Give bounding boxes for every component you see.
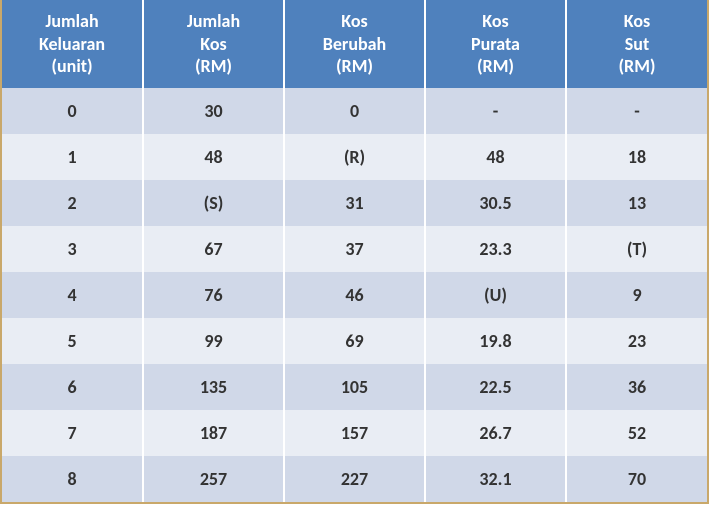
table-row: 0300-- [2, 88, 707, 134]
table-cell: 3 [2, 226, 143, 272]
table-cell: 2 [2, 180, 143, 226]
header-text: Kos [573, 10, 701, 33]
table-cell: 227 [284, 456, 425, 502]
table-row: 825722732.170 [2, 456, 707, 502]
table-cell: 37 [284, 226, 425, 272]
table-row: 718715726.752 [2, 410, 707, 456]
header-text: Keluaran [8, 33, 136, 56]
header-text: Berubah [291, 33, 418, 56]
table-cell: 0 [284, 88, 425, 134]
table-cell: 257 [143, 456, 284, 502]
table-row: 3673723.3(T) [2, 226, 707, 272]
table-cell: 36 [566, 364, 707, 410]
table-cell: - [425, 88, 566, 134]
table-cell: (T) [566, 226, 707, 272]
cost-table-container: Jumlah Keluaran (unit) Jumlah Kos (RM) K… [0, 0, 709, 504]
table-cell: 32.1 [425, 456, 566, 502]
table-cell: 46 [284, 272, 425, 318]
header-text: Kos [432, 10, 559, 33]
table-cell: 7 [2, 410, 143, 456]
header-text: (RM) [150, 55, 277, 78]
header-text: Jumlah [150, 10, 277, 33]
header-text: (RM) [432, 55, 559, 78]
table-cell: 23.3 [425, 226, 566, 272]
table-cell: 105 [284, 364, 425, 410]
table-cell: - [566, 88, 707, 134]
header-text: Purata [432, 33, 559, 56]
table-cell: 23 [566, 318, 707, 364]
table-cell: 30.5 [425, 180, 566, 226]
table-row: 47646(U)9 [2, 272, 707, 318]
header-text: Jumlah [8, 10, 136, 33]
table-cell: 5 [2, 318, 143, 364]
table-cell: (U) [425, 272, 566, 318]
table-cell: 18 [566, 134, 707, 180]
table-cell: (S) [143, 180, 284, 226]
table-cell: 48 [425, 134, 566, 180]
table-cell: 157 [284, 410, 425, 456]
table-cell: 31 [284, 180, 425, 226]
table-cell: 6 [2, 364, 143, 410]
table-cell: 22.5 [425, 364, 566, 410]
table-cell: 30 [143, 88, 284, 134]
col-header-jumlah-keluaran: Jumlah Keluaran (unit) [2, 0, 143, 88]
table-cell: 1 [2, 134, 143, 180]
table-cell: 67 [143, 226, 284, 272]
cost-table: Jumlah Keluaran (unit) Jumlah Kos (RM) K… [2, 0, 707, 502]
col-header-jumlah-kos: Jumlah Kos (RM) [143, 0, 284, 88]
table-cell: 69 [284, 318, 425, 364]
table-cell: 19.8 [425, 318, 566, 364]
table-cell: 99 [143, 318, 284, 364]
header-text: (RM) [573, 55, 701, 78]
table-cell: 48 [143, 134, 284, 180]
table-cell: 8 [2, 456, 143, 502]
header-row: Jumlah Keluaran (unit) Jumlah Kos (RM) K… [2, 0, 707, 88]
header-text: (unit) [8, 55, 136, 78]
table-cell: 4 [2, 272, 143, 318]
table-cell: 76 [143, 272, 284, 318]
table-cell: 70 [566, 456, 707, 502]
table-header: Jumlah Keluaran (unit) Jumlah Kos (RM) K… [2, 0, 707, 88]
col-header-kos-sut: Kos Sut (RM) [566, 0, 707, 88]
header-text: Kos [291, 10, 418, 33]
table-row: 613510522.536 [2, 364, 707, 410]
header-text: (RM) [291, 55, 418, 78]
table-cell: 9 [566, 272, 707, 318]
table-cell: 187 [143, 410, 284, 456]
table-row: 5996919.823 [2, 318, 707, 364]
table-body: 0300--148(R)48182(S)3130.5133673723.3(T)… [2, 88, 707, 502]
table-cell: 135 [143, 364, 284, 410]
col-header-kos-berubah: Kos Berubah (RM) [284, 0, 425, 88]
table-cell: 0 [2, 88, 143, 134]
table-cell: 13 [566, 180, 707, 226]
table-cell: (R) [284, 134, 425, 180]
table-row: 148(R)4818 [2, 134, 707, 180]
table-cell: 52 [566, 410, 707, 456]
table-row: 2(S)3130.513 [2, 180, 707, 226]
table-cell: 26.7 [425, 410, 566, 456]
col-header-kos-purata: Kos Purata (RM) [425, 0, 566, 88]
header-text: Sut [573, 33, 701, 56]
header-text: Kos [150, 33, 277, 56]
